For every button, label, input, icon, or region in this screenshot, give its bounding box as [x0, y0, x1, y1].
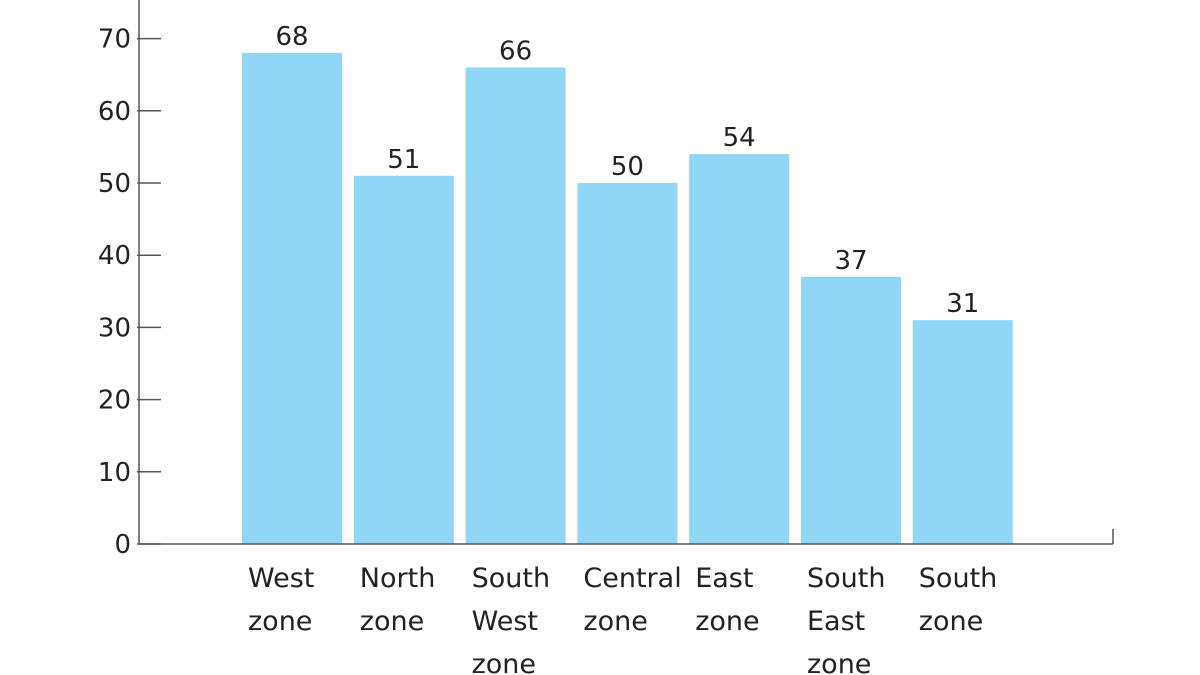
bar-3 — [577, 183, 678, 544]
category-label-3-line-0: Central — [583, 563, 681, 594]
bar-5 — [801, 276, 901, 544]
value-label-5: 37 — [834, 246, 867, 276]
y-tick-label-0: 0 — [114, 530, 131, 560]
category-label-5-line-0: South — [807, 563, 885, 594]
value-label-0: 68 — [275, 22, 308, 52]
category-label-5-line-1: East — [807, 606, 865, 637]
category-label-6: South zone — [919, 563, 997, 637]
category-label-6-line-1: zone — [919, 606, 983, 637]
y-tick-label-60: 60 — [98, 97, 131, 127]
y-tick-label-10: 10 — [98, 458, 131, 488]
value-label-2: 66 — [499, 36, 532, 66]
category-label-1-line-0: North — [360, 563, 436, 594]
value-label-1: 51 — [387, 145, 420, 175]
category-label-0-line-0: West — [248, 563, 314, 594]
category-label-2-line-2: zone — [472, 649, 536, 675]
category-label-1: North zone — [360, 563, 436, 637]
category-label-4-line-0: East — [695, 563, 753, 594]
y-tick-label-50: 50 — [98, 169, 131, 199]
bar-0 — [242, 53, 342, 544]
value-label-3: 50 — [611, 152, 644, 182]
category-label-0-line-1: zone — [248, 606, 312, 637]
category-label-2: South West zone — [472, 563, 550, 675]
y-tick-label-70: 70 — [98, 25, 131, 55]
value-labels: 68 51 66 50 54 37 31 — [275, 22, 979, 319]
value-label-4: 54 — [723, 123, 756, 153]
bar-1 — [353, 175, 454, 544]
bar-4 — [689, 154, 790, 544]
y-tick-label-30: 30 — [98, 313, 131, 343]
category-label-6-line-0: South — [919, 563, 997, 594]
category-label-4-line-1: zone — [695, 606, 759, 637]
category-label-2-line-0: South — [472, 563, 550, 594]
category-label-5-line-2: zone — [807, 649, 871, 675]
y-tick-label-20: 20 — [98, 386, 131, 416]
category-label-2-line-1: West — [472, 606, 538, 637]
y-axis-ticks: 0 10 20 30 40 50 60 70 — [98, 25, 161, 560]
category-label-1-line-1: zone — [360, 606, 424, 637]
category-label-4: East zone — [695, 563, 759, 637]
bar-2 — [465, 67, 566, 544]
bar-6 — [912, 320, 1013, 544]
category-label-5: South East zone — [807, 563, 885, 675]
category-label-3-line-1: zone — [583, 606, 647, 637]
category-label-0: West zone — [248, 563, 314, 637]
y-tick-label-40: 40 — [98, 241, 131, 271]
bars — [242, 53, 1013, 544]
category-labels: West zone North zone South West zone Central zon… — [248, 563, 997, 675]
category-label-3: Central zone — [583, 563, 681, 637]
value-label-6: 31 — [946, 289, 979, 319]
